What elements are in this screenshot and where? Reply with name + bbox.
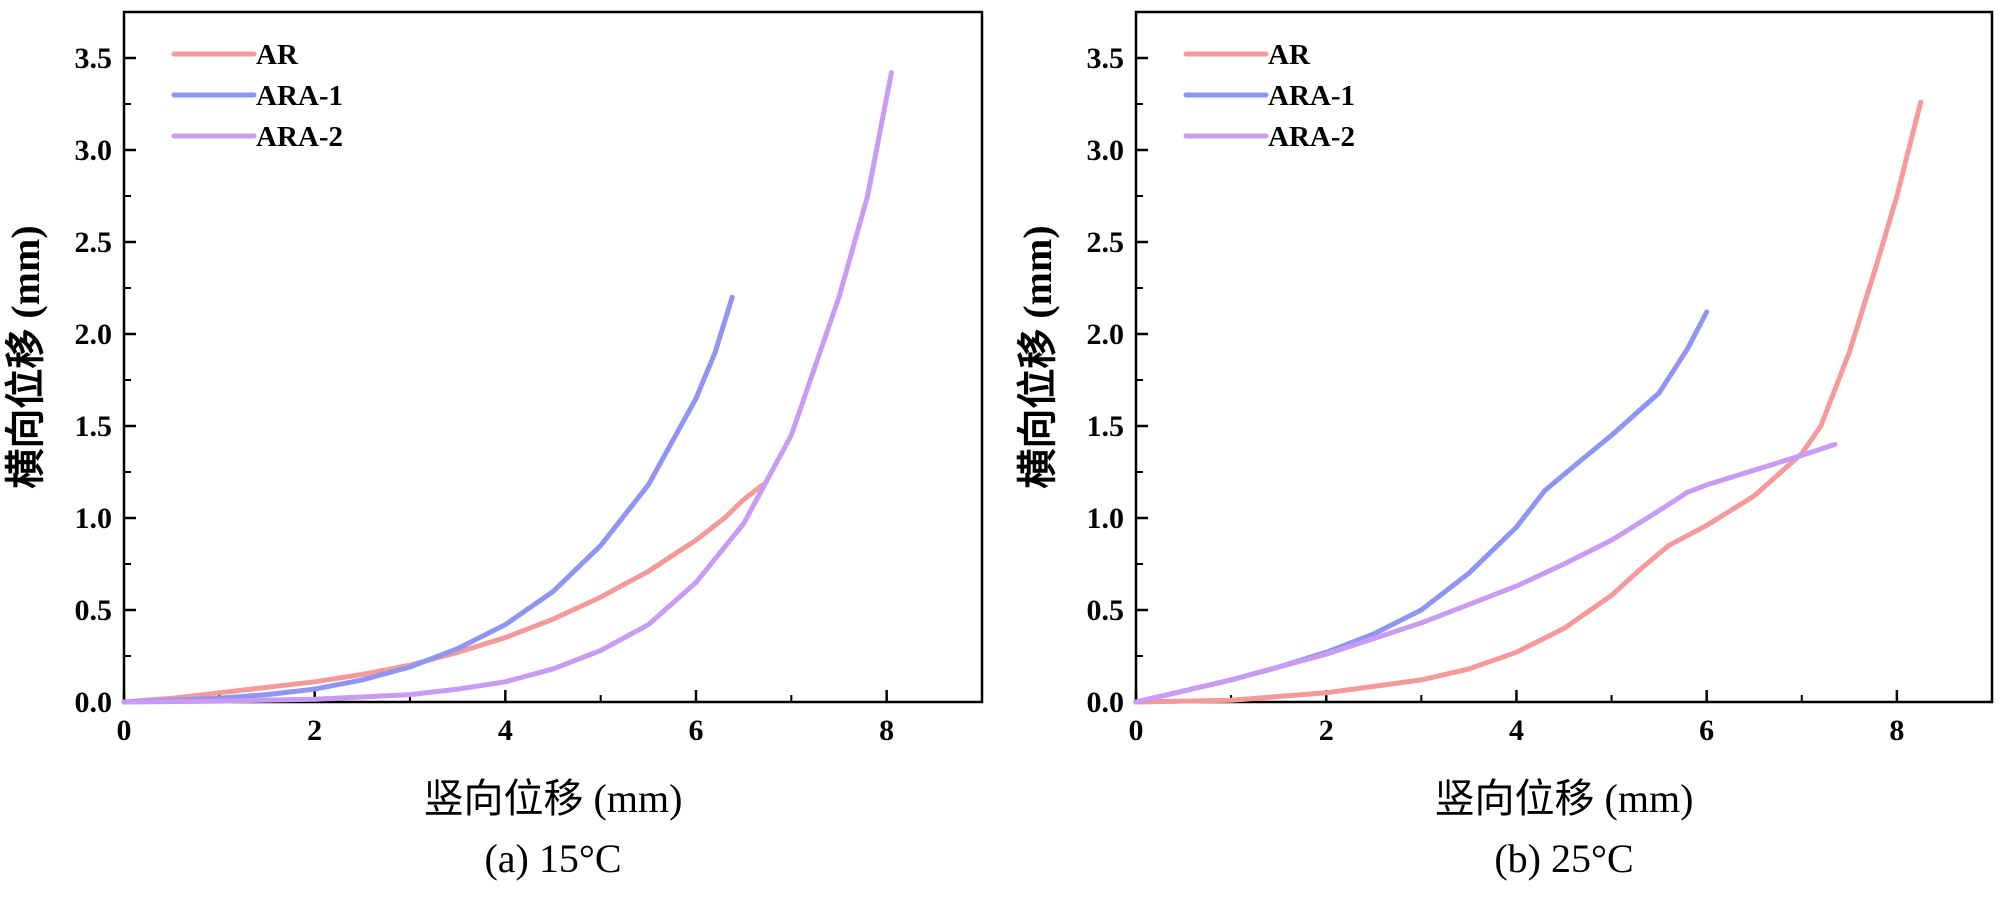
x-tick-label: 2 [307,714,322,747]
x-axis-title: 竖向位移 (mm) [424,776,683,821]
series-line-ar [1133,99,1924,705]
y-tick-label: 0.0 [75,686,113,719]
y-axis-title: 横向位移 (mm) [3,225,48,488]
panel-caption: (b) 25°C [1494,836,1633,881]
y-tick-label: 3.5 [75,42,113,75]
x-tick-label: 6 [689,714,704,747]
x-tick-label: 8 [879,714,894,747]
y-tick-label: 3.0 [75,134,113,167]
y-tick-label: 0.5 [75,594,113,627]
x-tick-label: 4 [498,714,513,747]
y-tick-label: 3.5 [1087,42,1125,75]
y-tick-label: 0.0 [1087,686,1125,719]
series-line-ara-2 [121,70,894,705]
y-tick-label: 2.5 [75,226,113,259]
series-line-ara-1 [121,294,735,705]
series-line-ara-2 [1133,441,1838,705]
legend-label-ar: AR [1268,39,1311,71]
series-line-ara-1 [1133,309,1710,705]
plot-frame [1134,10,1994,704]
y-tick-label: 2.5 [1087,226,1125,259]
y-tick-label: 1.5 [1087,410,1125,443]
plot-frame [122,10,984,704]
panel-b: 0 2 4 6 8 0.0 0.5 1.0 1.5 2.0 2.5 3.0 3.5 AR ARA-1 ARA-… [1015,10,1994,881]
x-tick-label: 0 [1129,714,1144,747]
x-axis-title: 竖向位移 (mm) [1435,776,1694,821]
legend-label-ara-1: ARA-1 [1268,80,1355,112]
y-tick-label: 1.5 [75,410,113,443]
y-tick-label: 2.0 [1087,318,1125,351]
x-tick-label: 8 [1889,714,1904,747]
y-tick-label: 2.0 [75,318,113,351]
x-tick-label: 4 [1509,714,1524,747]
legend-label-ar: AR [256,39,299,71]
panel-a: 0 2 4 6 8 0.0 0.5 1.0 1.5 2.0 2.5 3.0 3.5 AR ARA-1 ARA-… [3,10,984,881]
legend-label-ara-2: ARA-2 [1268,121,1355,153]
series-line-ar [121,482,766,705]
y-tick-label: 1.0 [1087,502,1125,535]
y-tick-label: 3.0 [1087,134,1125,167]
y-tick-label: 0.5 [1087,594,1125,627]
x-tick-label: 2 [1319,714,1334,747]
legend-label-ara-2: ARA-2 [256,121,343,153]
panel-caption: (a) 15°C [484,836,621,881]
y-tick-label: 1.0 [75,502,113,535]
y-axis-title: 横向位移 (mm) [1015,225,1060,488]
x-tick-label: 6 [1699,714,1714,747]
legend-label-ara-1: ARA-1 [256,80,343,112]
x-tick-label: 0 [117,714,132,747]
